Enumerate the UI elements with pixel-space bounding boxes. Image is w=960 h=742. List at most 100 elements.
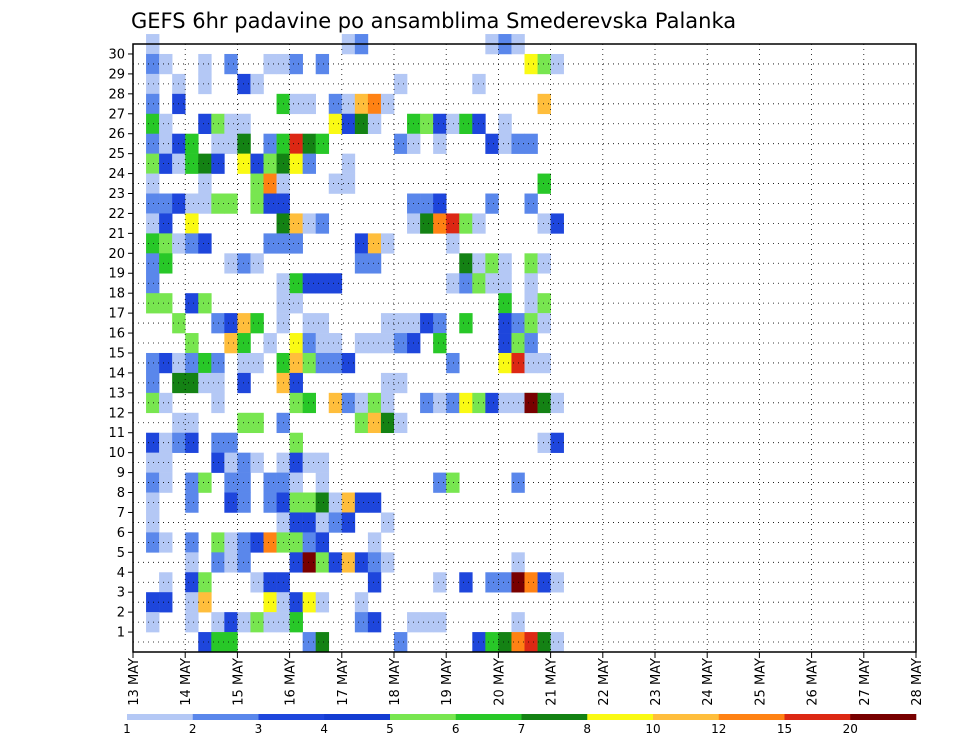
heatmap-cell (289, 333, 303, 354)
heatmap-cell (354, 612, 369, 633)
heatmap-cell (394, 133, 408, 154)
x-tick-label: 28 MAY (910, 658, 925, 706)
heatmap-cell (289, 392, 303, 414)
heatmap-cell (315, 53, 330, 75)
legend-label: 8 (583, 722, 591, 736)
heatmap-cell (263, 333, 277, 354)
heatmap-cell (354, 233, 369, 254)
heatmap-cell (315, 313, 330, 334)
heatmap-cell (237, 352, 251, 374)
heatmap-cell (289, 472, 303, 493)
heatmap-cell (433, 213, 447, 234)
heatmap-cell (367, 392, 382, 414)
heatmap-cell (198, 173, 212, 194)
heatmap-cell (446, 113, 460, 134)
y-tick-label: 14 (108, 366, 125, 381)
heatmap-cell (315, 512, 330, 533)
heatmap-cell (224, 133, 238, 154)
heatmap-cell (380, 313, 395, 334)
heatmap-cell (185, 133, 199, 154)
heatmap-cell (433, 193, 447, 214)
heatmap-cell (237, 372, 251, 394)
heatmap-cell (498, 392, 512, 414)
heatmap-cell (524, 193, 538, 214)
heatmap-cell (250, 313, 264, 334)
heatmap-cell (146, 233, 160, 254)
heatmap-cell (420, 213, 434, 234)
heatmap-cell (263, 133, 277, 154)
heatmap-cell (380, 512, 395, 533)
heatmap-cell (224, 193, 238, 214)
x-tick-label: 23 MAY (649, 658, 664, 706)
heatmap-cell (394, 372, 408, 394)
legend-swatch (258, 714, 325, 720)
heatmap-cell (550, 53, 564, 75)
y-tick-label: 28 (108, 87, 125, 102)
heatmap-cell (185, 213, 199, 234)
heatmap-cell (198, 352, 212, 374)
legend-swatch (192, 714, 259, 720)
heatmap-cell (302, 592, 316, 613)
heatmap-cell (524, 253, 538, 274)
heatmap-cell (250, 352, 264, 374)
heatmap-cell (146, 53, 160, 75)
heatmap-cell (159, 293, 173, 314)
heatmap-cell (485, 632, 499, 653)
heatmap-cell (380, 552, 395, 573)
heatmap-cell (459, 253, 473, 274)
heatmap-cell (537, 572, 551, 593)
heatmap-cell (289, 293, 303, 314)
heatmap-cell (537, 93, 551, 115)
y-tick-label: 6 (117, 526, 125, 541)
heatmap-cell (433, 313, 447, 334)
heatmap-cell (185, 612, 199, 633)
heatmap-cell (315, 492, 330, 513)
heatmap-cell (237, 552, 251, 573)
heatmap-cell (146, 93, 160, 115)
heatmap-cell (198, 293, 212, 314)
heatmap-cell (211, 452, 225, 473)
heatmap-cell (380, 372, 395, 394)
x-tick-label: 19 MAY (440, 658, 455, 706)
heatmap-cell (328, 93, 343, 115)
heatmap-cell (485, 133, 499, 154)
x-tick-label: 14 MAY (179, 658, 194, 706)
y-tick-label: 27 (108, 107, 125, 122)
legend-label: 7 (518, 722, 526, 736)
heatmap-cell (394, 313, 408, 334)
heatmap-cell (198, 572, 212, 593)
legend-swatch (653, 714, 720, 720)
heatmap-cell (159, 352, 173, 374)
y-tick-label: 22 (108, 207, 125, 222)
heatmap-cell (446, 472, 460, 493)
heatmap-cell (289, 492, 303, 513)
heatmap-cell (146, 213, 160, 234)
heatmap-cell (159, 472, 173, 493)
heatmap-cell (237, 153, 251, 174)
legend-swatch (587, 714, 654, 720)
heatmap-cell (159, 452, 173, 473)
heatmap-cell (237, 452, 251, 473)
heatmap-cell (146, 253, 160, 274)
y-tick-label: 24 (108, 167, 125, 182)
legend-swatch (784, 714, 851, 720)
heatmap-cell (289, 153, 303, 174)
heatmap-cell (211, 392, 225, 414)
heatmap-cell (367, 333, 382, 354)
heatmap-cell (328, 492, 343, 513)
heatmap-cell (433, 333, 447, 354)
heatmap-cell (211, 153, 225, 174)
y-tick-label: 11 (108, 426, 125, 441)
heatmap-cell (198, 73, 212, 95)
y-tick-label: 2 (117, 606, 125, 621)
x-tick-label: 18 MAY (388, 658, 403, 706)
heatmap-cell (211, 113, 225, 134)
heatmap-cell (328, 512, 343, 533)
y-tick-label: 3 (117, 586, 125, 601)
heatmap-cell (498, 632, 512, 653)
heatmap-cell (263, 572, 277, 593)
heatmap-cell (159, 233, 173, 254)
heatmap-cell (198, 472, 212, 493)
y-tick-label: 21 (108, 227, 125, 242)
y-tick-label: 12 (108, 406, 125, 421)
